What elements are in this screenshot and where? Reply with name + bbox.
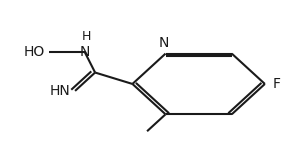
Text: HN: HN: [50, 84, 71, 98]
Text: H: H: [82, 30, 91, 43]
Text: N: N: [79, 45, 90, 59]
Text: HO: HO: [23, 45, 45, 59]
Text: F: F: [273, 77, 281, 91]
Text: N: N: [159, 36, 169, 50]
